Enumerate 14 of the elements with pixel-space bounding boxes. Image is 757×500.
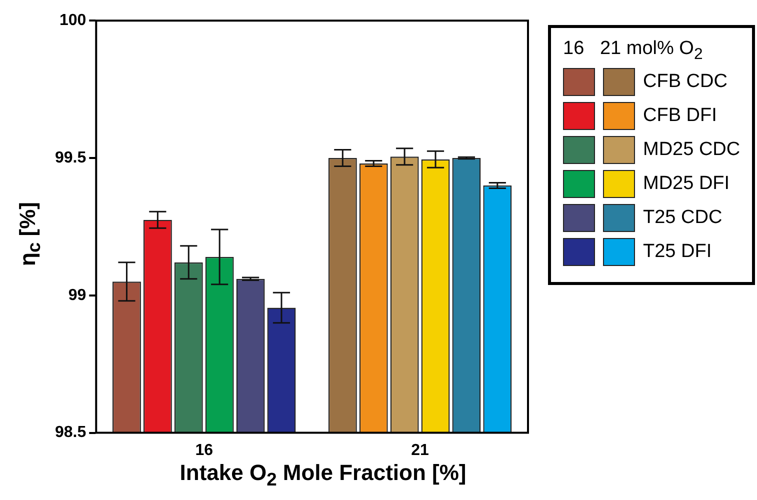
y-tick-label: 98.5	[55, 424, 86, 442]
x-tick-label: 21	[411, 442, 430, 459]
legend-label: T25 DFI	[643, 240, 712, 263]
y-tick-label: 100	[59, 12, 86, 30]
legend-label: CFB DFI	[643, 104, 717, 127]
legend-label: T25 CDC	[643, 206, 722, 229]
legend-label: MD25 CDC	[643, 138, 740, 161]
legend-title: 16 21 mol% O$_{2}$	[563, 38, 704, 64]
y-tick-label: 99	[68, 286, 86, 304]
x-axis-title: Intake O$_{2}$ Mole Fraction [%]	[178, 460, 468, 490]
legend-label: MD25 DFI	[643, 172, 730, 195]
x-tick-label: 16	[195, 442, 214, 459]
legend-label: CFB CDC	[643, 70, 728, 93]
y-tick-label: 99.5	[55, 149, 86, 166]
